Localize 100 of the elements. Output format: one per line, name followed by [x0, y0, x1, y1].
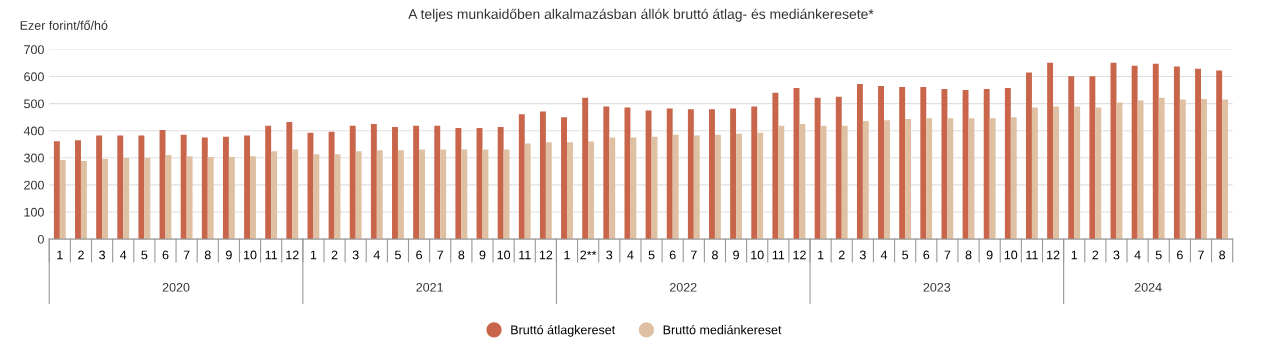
bar	[503, 149, 510, 240]
x-tick-label: 3	[859, 250, 866, 260]
x-tick-label: 8	[965, 250, 972, 260]
bar	[609, 137, 616, 240]
x-tick-label: 8	[458, 250, 465, 260]
y-tick-label: 700	[24, 45, 44, 55]
bar	[292, 149, 299, 240]
bar	[1173, 66, 1180, 240]
bar	[905, 119, 912, 240]
bar	[603, 106, 610, 240]
bar	[545, 142, 552, 240]
bar	[328, 131, 335, 240]
bar	[265, 125, 272, 240]
bar	[244, 135, 251, 240]
bar	[1047, 62, 1054, 240]
bar	[376, 150, 383, 240]
x-tick-label: 3	[352, 250, 359, 260]
y-axis-title: Ezer forint/fő/hó	[20, 20, 108, 30]
text: 2022	[669, 282, 697, 292]
x-tick-label: 5	[394, 250, 401, 260]
x-tick-label: 3	[1113, 250, 1120, 260]
bar	[926, 118, 933, 240]
text: 2023	[923, 282, 951, 292]
bar	[355, 151, 362, 240]
x-tick-label: 7	[944, 250, 951, 260]
x-tick-label: 12	[793, 250, 806, 260]
bar	[397, 150, 404, 240]
y-tick-label: 300	[24, 153, 44, 163]
x-tick-label: 11	[519, 250, 531, 260]
x-tick-label: 6	[416, 250, 423, 260]
bar	[1152, 63, 1159, 240]
bar	[117, 135, 124, 240]
bar	[539, 111, 546, 240]
x-tick-label: 1	[57, 250, 63, 260]
bar	[672, 134, 679, 240]
x-tick-label: 6	[923, 250, 930, 260]
bar	[899, 87, 906, 240]
bar	[947, 118, 954, 240]
bar	[920, 87, 927, 240]
bar	[1004, 87, 1011, 240]
bar	[1010, 117, 1017, 240]
x-tick-label: 6	[162, 250, 169, 260]
bar	[630, 137, 637, 240]
bar	[693, 135, 700, 240]
bar	[75, 140, 81, 240]
x-tick-label: 5	[141, 250, 148, 260]
bar	[1179, 99, 1186, 240]
x-tick-label: 2	[1092, 250, 1099, 260]
bar	[1031, 107, 1038, 240]
x-tick-label: 1	[310, 250, 317, 260]
bar	[80, 161, 87, 240]
bar	[201, 137, 208, 240]
bar	[862, 120, 869, 240]
bar	[370, 123, 377, 240]
bar	[778, 125, 785, 240]
bar	[1116, 102, 1123, 240]
bar	[962, 90, 969, 240]
bar	[772, 92, 779, 240]
bar	[207, 156, 214, 240]
bar	[884, 120, 890, 240]
x-tick-label: 2	[78, 250, 84, 260]
bar	[1131, 65, 1138, 240]
bar	[524, 143, 531, 240]
bar	[455, 127, 462, 240]
bar	[165, 155, 172, 240]
bar	[440, 149, 447, 240]
bar	[228, 156, 235, 240]
bar	[180, 134, 187, 240]
bar	[413, 125, 420, 240]
bar	[434, 125, 441, 240]
bar	[814, 97, 821, 240]
bar	[983, 88, 990, 240]
x-tick-label: 5	[648, 250, 655, 260]
bar	[392, 126, 398, 240]
bar	[186, 156, 193, 240]
x-tick-label: 4	[880, 250, 888, 260]
y-tick-label: 500	[24, 99, 44, 109]
bar	[687, 109, 694, 240]
text: 2024	[1134, 282, 1162, 292]
bar	[1095, 107, 1102, 240]
x-tick-label: 2**	[580, 250, 597, 260]
bar	[1026, 72, 1032, 240]
bar	[1195, 68, 1201, 240]
x-tick-label: 9	[986, 250, 993, 260]
legend-label: Bruttó mediánkereset	[663, 324, 782, 335]
bar	[1137, 100, 1144, 240]
x-tick-label: 3	[606, 250, 613, 260]
bar	[941, 88, 948, 240]
x-tick-label: 11	[1026, 250, 1038, 260]
x-tick-label: 1	[818, 250, 824, 260]
text: 2021	[416, 282, 443, 292]
bar	[989, 118, 996, 240]
bar	[96, 135, 103, 240]
x-tick-label: 2	[331, 250, 338, 260]
bar	[820, 125, 827, 240]
bar	[736, 133, 742, 240]
legend-label: Bruttó átlagkereset	[511, 324, 616, 337]
bar	[709, 109, 715, 240]
x-tick-label: 8	[1219, 250, 1226, 260]
bar	[588, 141, 595, 240]
